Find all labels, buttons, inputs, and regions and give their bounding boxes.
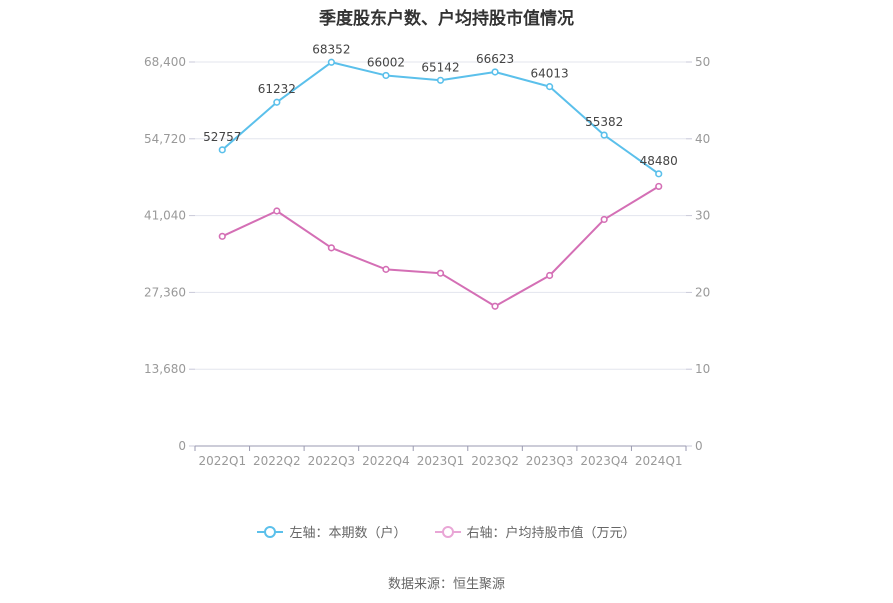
data-point bbox=[327, 58, 335, 66]
data-point bbox=[655, 182, 663, 191]
data-point bbox=[273, 98, 281, 106]
data-point bbox=[218, 232, 226, 240]
y-right-tick-label: 20 bbox=[695, 285, 710, 299]
series-line bbox=[221, 185, 660, 308]
data-label: 48480 bbox=[640, 154, 678, 168]
y-right-tick-label: 40 bbox=[695, 132, 710, 146]
x-tick-label: 2022Q1 bbox=[198, 454, 246, 468]
data-point bbox=[600, 131, 608, 139]
x-tick-label: 2023Q4 bbox=[580, 454, 628, 468]
x-tick-label: 2022Q3 bbox=[308, 454, 356, 468]
legend-label: 左轴：本期数（户） bbox=[289, 526, 407, 541]
data-label: 66002 bbox=[367, 55, 405, 69]
data-point bbox=[382, 265, 390, 273]
y-left-tick-label: 27,360 bbox=[144, 285, 186, 299]
data-point bbox=[491, 302, 499, 310]
data-point bbox=[546, 83, 554, 91]
data-label: 55382 bbox=[585, 115, 623, 129]
data-label: 52757 bbox=[203, 130, 241, 144]
data-label: 66623 bbox=[476, 52, 514, 66]
data-point bbox=[491, 68, 499, 76]
data-label: 65142 bbox=[421, 60, 459, 74]
x-tick-label: 2023Q2 bbox=[471, 454, 519, 468]
x-tick-label: 2023Q3 bbox=[526, 454, 574, 468]
y-right-tick-label: 50 bbox=[695, 55, 710, 69]
data-point bbox=[655, 170, 663, 178]
chart-title: 季度股东户数、户均持股市值情况 bbox=[319, 9, 574, 29]
legend-item-left-series[interactable]: 左轴：本期数（户） bbox=[257, 522, 407, 541]
legend-marker-icon bbox=[257, 525, 284, 539]
data-label: 68352 bbox=[312, 42, 350, 56]
y-right-tick-label: 0 bbox=[695, 439, 703, 453]
y-left-tick-label: 13,680 bbox=[144, 362, 186, 376]
y-left-tick-label: 68,400 bbox=[144, 55, 186, 69]
y-left-tick-label: 54,720 bbox=[144, 132, 186, 146]
data-point bbox=[600, 215, 608, 224]
data-point bbox=[273, 207, 281, 215]
data-point bbox=[218, 146, 226, 154]
data-point bbox=[436, 76, 445, 84]
x-tick-label: 2023Q1 bbox=[417, 454, 465, 468]
y-right-tick-label: 30 bbox=[695, 209, 710, 223]
data-point bbox=[546, 271, 554, 280]
source-note: 数据来源：恒生聚源 bbox=[387, 577, 505, 592]
x-tick-label: 2022Q2 bbox=[253, 454, 301, 468]
x-tick-label: 2022Q4 bbox=[362, 454, 410, 468]
legend-label: 右轴：户均持股市值（万元） bbox=[466, 526, 636, 541]
data-label: 64013 bbox=[531, 67, 569, 81]
data-label: 61232 bbox=[258, 82, 296, 96]
data-point bbox=[382, 71, 390, 80]
legend-marker-icon bbox=[434, 525, 461, 539]
y-right-tick-label: 10 bbox=[695, 362, 710, 376]
x-tick-label: 2024Q1 bbox=[635, 454, 683, 468]
y-left-tick-label: 41,040 bbox=[144, 209, 186, 223]
legend: 左轴：本期数（户） 右轴：户均持股市值（万元） bbox=[0, 522, 893, 541]
y-left-tick-label: 0 bbox=[178, 439, 186, 453]
data-point bbox=[436, 269, 445, 277]
data-point bbox=[327, 244, 335, 252]
legend-item-right-series[interactable]: 右轴：户均持股市值（万元） bbox=[434, 522, 636, 541]
